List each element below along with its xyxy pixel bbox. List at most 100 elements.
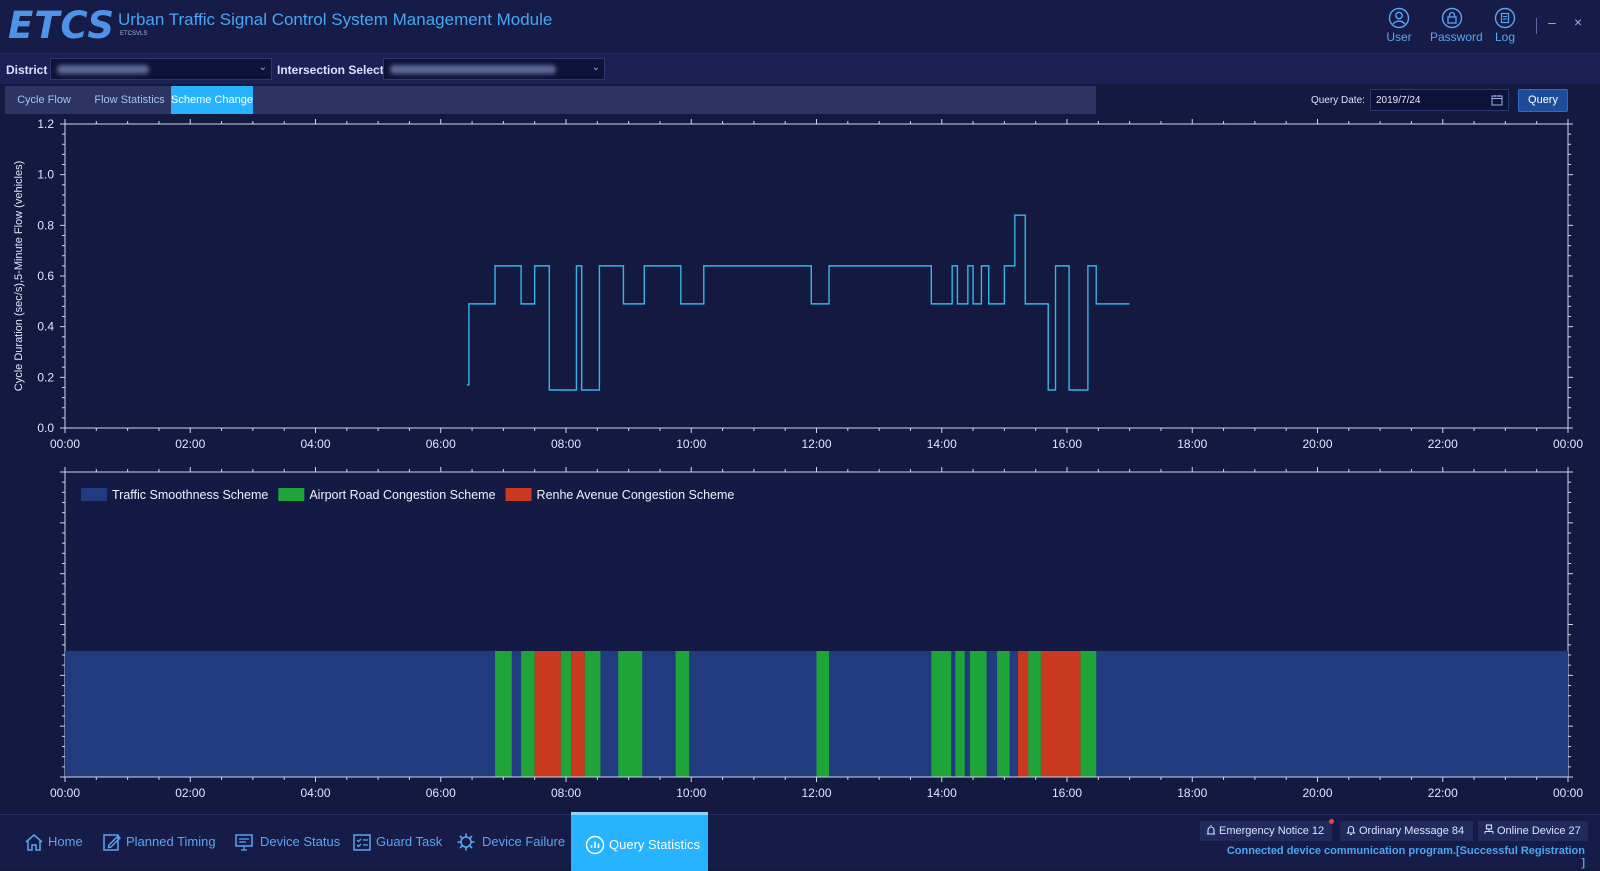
y-tick-label: 0.6 [37,269,54,283]
gear-alert-icon [457,833,475,851]
password-button[interactable]: Password [1430,7,1483,44]
online-device-button[interactable]: Online Device 27 [1478,821,1588,841]
line-chart-x-tick-label: 08:00 [551,437,581,451]
log-icon [1494,7,1516,29]
intersection-value-redacted [390,65,556,74]
timeline-x-tick-label: 22:00 [1428,786,1458,800]
filter-bar: District ⌄ Intersection Select ⌄ [0,54,1600,84]
user-button[interactable]: User [1377,7,1421,44]
query-date-field[interactable]: 2019/7/24 [1370,89,1509,111]
log-button[interactable]: Log [1483,7,1527,44]
nav-planned-timing[interactable]: Planned Timing [96,815,226,868]
calendar-icon[interactable] [1491,94,1503,106]
scheme-segment [1017,651,1029,777]
nav-query-statistics[interactable]: Query Statistics [571,812,708,871]
line-chart-x-tick-label: 20:00 [1302,437,1332,451]
alarm-icon [1207,825,1215,835]
line-chart-x-tick-label: 22:00 [1428,437,1458,451]
scheme-segment [584,651,601,777]
y-axis-label: Cycle Duration (sec/s),5-Minute Flow (ve… [13,161,25,391]
scheme-segment [997,651,1010,777]
chevron-down-icon: ⌄ [258,62,267,73]
legend-label: Renhe Avenue Congestion Scheme [537,488,735,502]
nav-guard-task-label: Guard Task [376,834,443,849]
legend-swatch [81,488,107,501]
nav-home-label: Home [48,834,83,849]
legend-swatch [278,488,305,501]
nav-planned-timing-label: Planned Timing [126,834,216,849]
scheme-segment [618,651,643,777]
connection-status: Connected device communication program.[… [1226,845,1585,869]
scheme-change-charts: 0.0 0.2 0.4 0.6 0.8 1.0 1.2 Cycle Duration (sec… [13,117,1583,800]
ordinary-message-button[interactable]: Ordinary Message 84 [1340,821,1473,841]
district-label: District [6,63,48,77]
district-value-redacted [57,65,149,74]
y-tick-label: 0.8 [37,218,54,232]
line-chart-x-tick-label: 16:00 [1052,437,1082,451]
notification-dot [1329,819,1334,824]
statistics-icon [585,835,605,855]
district-select[interactable]: ⌄ [50,58,272,80]
tab-scheme-change[interactable]: Scheme Change [171,86,253,114]
scheme-segment [931,651,952,777]
log-button-label: Log [1494,30,1516,44]
scheme-segment [571,651,585,777]
line-chart-x-tick-label: 12:00 [801,437,831,451]
timeline-x-tick-label: 02:00 [175,786,205,800]
intersection-select[interactable]: ⌄ [383,58,605,80]
line-chart-x-tick-label: 02:00 [175,437,205,451]
nav-device-failure-label: Device Failure [482,834,566,849]
cycle-duration-series-line [466,214,1130,391]
line-chart-x-tick-label: 14:00 [927,437,957,451]
query-date-value: 2019/7/24 [1376,95,1421,106]
scheme-segment [1028,651,1041,777]
window-divider [1536,18,1537,34]
timeline-x-tick-label: 12:00 [801,786,831,800]
timeline-x-tick-label: 20:00 [1302,786,1332,800]
query-button[interactable]: Query [1518,89,1568,112]
close-button[interactable]: × [1574,14,1583,30]
legend-label: Traffic Smoothness Scheme [112,488,268,502]
intersection-label: Intersection Select [277,63,384,77]
scheme-segment [1040,651,1081,777]
scheme-segment [534,651,561,777]
line-chart-x-tick-label: 06:00 [426,437,456,451]
y-tick-label: 0.2 [37,370,54,384]
scheme-segment [1080,651,1097,777]
user-button-label: User [1386,30,1412,44]
timeline-x-tick-label: 10:00 [676,786,706,800]
scheme-segment [675,651,690,777]
emergency-notice-button[interactable]: Emergency Notice 12 [1200,819,1334,841]
emergency-notice-label: Emergency Notice 12 [1219,825,1325,837]
scheme-segment [969,651,987,777]
timeline-x-tick-label: 16:00 [1052,786,1082,800]
title-bar: ETCS Urban Traffic Signal Control System… [0,0,1600,54]
nav-device-status[interactable]: Device Status [228,815,346,868]
legend-label: Airport Road Congestion Scheme [309,488,495,502]
y-tick-label: 0.0 [37,421,54,435]
nav-guard-task[interactable]: Guard Task [348,815,448,868]
line-chart-x-tick-label: 00:00 [1553,437,1583,451]
timeline-x-tick-label: 06:00 [426,786,456,800]
timeline-x-tick-label: 18:00 [1177,786,1207,800]
y-tick-label: 0.4 [37,320,54,334]
nav-query-statistics-label: Query Statistics [609,837,701,852]
nav-device-failure[interactable]: Device Failure [452,815,572,868]
tab-flow-statistics[interactable]: Flow Statistics [94,94,165,106]
lock-icon [1441,7,1463,29]
monitor-icon [235,834,253,851]
line-chart-x-tick-label: 04:00 [300,437,330,451]
edit-icon [103,834,121,851]
minimize-button[interactable]: – [1548,14,1556,30]
timeline-x-tick-label: 00:00 [50,786,80,800]
scheme-segment [521,651,535,777]
line-chart-plot-area [65,124,1568,428]
line-chart-x-tick-label: 00:00 [50,437,80,451]
chevron-down-icon: ⌄ [591,62,600,73]
network-device-icon [1484,824,1494,834]
timeline-x-tick-label: 04:00 [300,786,330,800]
tab-cycle-flow[interactable]: Cycle Flow [17,94,71,106]
nav-home[interactable]: Home [18,815,88,868]
scheme-segment [560,651,572,777]
y-tick-label: 1.0 [37,168,54,182]
